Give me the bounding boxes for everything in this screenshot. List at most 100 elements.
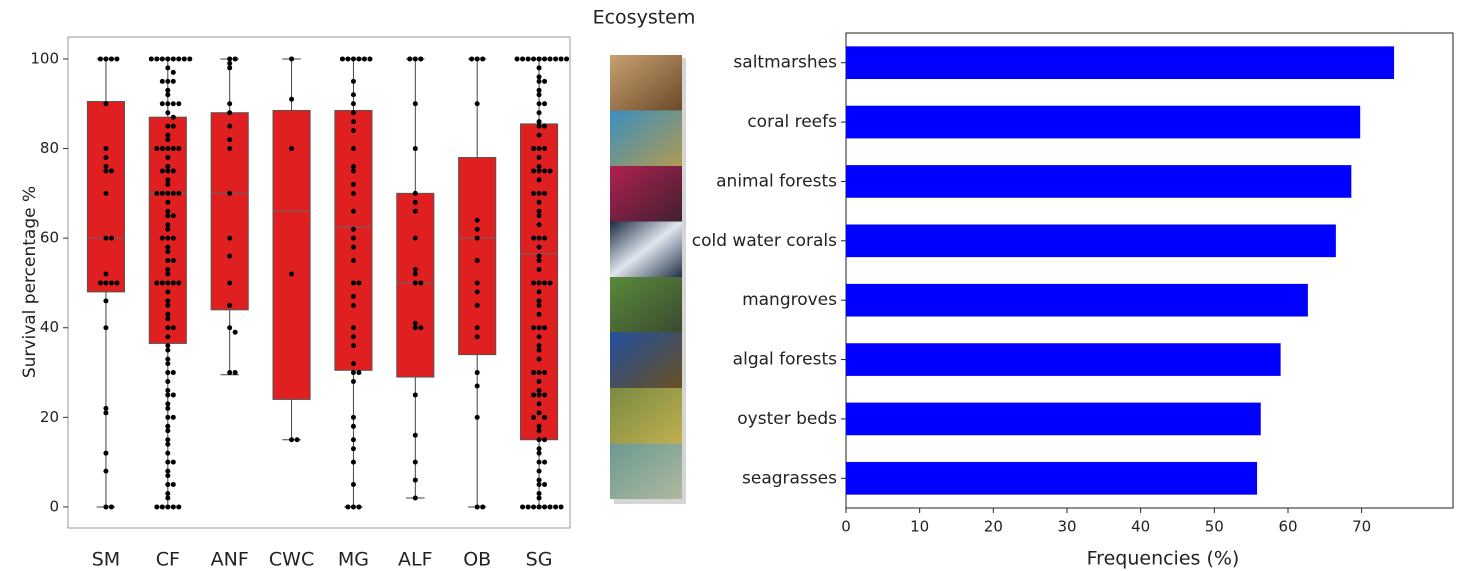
data-point — [350, 459, 356, 465]
data-point — [542, 437, 548, 443]
data-point — [536, 258, 542, 264]
data-point — [350, 146, 356, 152]
data-point — [531, 414, 537, 420]
ecosystem-photo — [610, 443, 682, 499]
data-point — [536, 311, 542, 317]
data-point — [474, 325, 480, 331]
data-point — [542, 101, 548, 107]
x-tick-label: OB — [463, 549, 491, 571]
data-point — [531, 190, 537, 196]
ecosystem-photo — [610, 55, 682, 111]
data-point — [536, 446, 542, 452]
data-point — [412, 459, 418, 465]
data-point — [165, 56, 171, 62]
x-axis-label: Frequencies (%) — [1087, 548, 1240, 570]
data-point — [536, 101, 542, 107]
data-point — [542, 370, 548, 376]
data-point — [558, 56, 564, 62]
data-point — [350, 163, 356, 169]
data-point — [542, 280, 548, 286]
x-tick-label: 0 — [841, 518, 851, 536]
data-point — [170, 482, 176, 488]
data-point — [170, 235, 176, 241]
data-point — [227, 101, 233, 107]
data-point — [165, 289, 171, 295]
data-point — [412, 101, 418, 107]
data-point — [536, 298, 542, 304]
data-point — [165, 65, 171, 71]
data-point — [474, 217, 480, 223]
data-point — [361, 56, 367, 62]
data-point — [345, 56, 351, 62]
data-point — [536, 370, 542, 376]
data-point — [232, 329, 238, 335]
data-point — [480, 56, 486, 62]
data-point — [536, 155, 542, 161]
data-point — [531, 146, 537, 152]
data-point — [165, 249, 171, 255]
bar — [846, 105, 1361, 139]
x-tick-label: 40 — [1131, 518, 1150, 536]
bar — [846, 343, 1281, 376]
data-point — [165, 379, 171, 385]
data-point — [165, 401, 171, 407]
data-point — [165, 271, 171, 277]
data-point — [170, 370, 176, 376]
x-tick-label: ALF — [398, 549, 433, 571]
data-point — [108, 168, 114, 174]
data-point — [170, 414, 176, 420]
data-point — [103, 298, 109, 304]
data-point — [536, 280, 542, 286]
y-tick-label: mangroves — [742, 290, 837, 310]
data-point — [165, 428, 171, 434]
data-point — [165, 163, 171, 169]
y-tick-label: oyster beds — [737, 409, 837, 429]
data-point — [536, 56, 542, 62]
data-point — [350, 226, 356, 232]
data-point — [418, 325, 424, 331]
ecosystem-photo — [610, 166, 682, 222]
data-point — [350, 190, 356, 196]
data-point — [227, 280, 233, 286]
data-point — [165, 208, 171, 214]
data-point — [165, 325, 171, 331]
data-point — [412, 190, 418, 196]
data-point — [227, 146, 233, 152]
data-point — [165, 298, 171, 304]
data-point — [536, 343, 542, 349]
data-point — [187, 56, 193, 62]
data-point — [103, 504, 109, 510]
data-point — [356, 280, 362, 286]
data-point — [547, 168, 553, 174]
data-point — [350, 446, 356, 452]
data-point — [165, 155, 171, 161]
data-point — [412, 267, 418, 273]
data-point — [159, 504, 165, 510]
data-point — [227, 370, 233, 376]
data-point — [547, 280, 553, 286]
data-point — [103, 450, 109, 456]
data-point — [97, 56, 103, 62]
data-point — [159, 78, 165, 84]
data-point — [542, 504, 548, 510]
data-point — [227, 65, 233, 71]
data-point — [108, 504, 114, 510]
data-point — [148, 56, 154, 62]
data-point — [176, 101, 182, 107]
ecosystem-photo — [610, 388, 682, 444]
data-point — [103, 163, 109, 169]
data-point — [165, 235, 171, 241]
x-tick-label: 50 — [1205, 518, 1224, 536]
bar — [846, 283, 1308, 317]
data-point — [289, 96, 295, 102]
data-point — [542, 414, 548, 420]
data-point — [165, 459, 171, 465]
bar — [846, 224, 1336, 258]
data-point — [536, 459, 542, 465]
data-point — [536, 190, 542, 196]
data-point — [474, 226, 480, 232]
data-point — [536, 123, 542, 129]
data-point — [350, 78, 356, 84]
data-point — [536, 347, 542, 353]
data-point — [165, 110, 171, 116]
